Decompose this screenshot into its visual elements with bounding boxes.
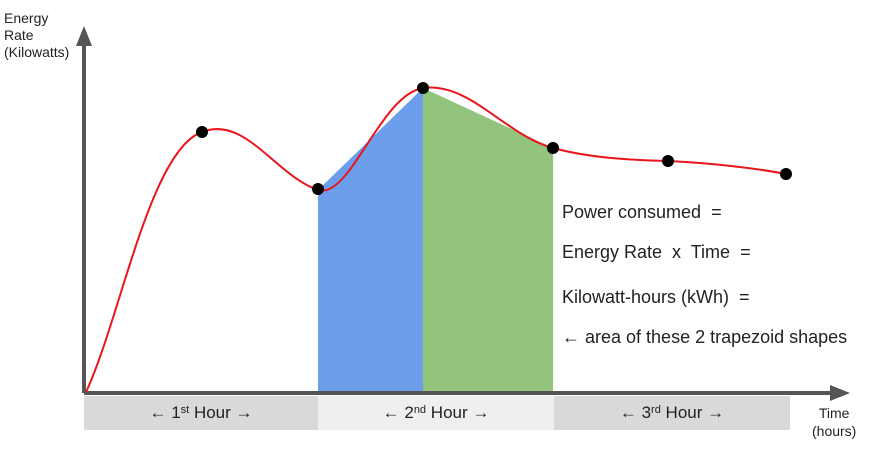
hour-band-prefix: ← 2	[382, 403, 414, 422]
hour-band-prefix: ← 1	[149, 403, 181, 422]
hour-band-ordinal: nd	[413, 404, 427, 416]
y-axis-arrow	[76, 26, 92, 46]
x-axis-label: Time (hours)	[812, 404, 856, 440]
x-axis-arrow	[830, 385, 850, 401]
hour-band-ordinal: rd	[651, 404, 661, 416]
curve-point	[312, 183, 324, 195]
y-axis-label-line: (Kilowatts)	[4, 44, 70, 60]
trapezoid-second-half	[423, 88, 553, 392]
hour-band-suffix: Hour →	[426, 403, 490, 422]
trapezoid-first-half	[318, 88, 423, 392]
hour-band-suffix: Hour →	[189, 403, 253, 422]
y-axis-label: Energy Rate (Kilowatts)	[4, 10, 69, 61]
energy-rate-curve	[85, 86, 787, 393]
curve-point	[662, 155, 674, 167]
note-trapezoid-area: ← area of these 2 trapezoid shapes	[562, 327, 848, 347]
curve-point	[196, 126, 208, 138]
curve-point	[780, 168, 792, 180]
hour-band-prefix: ← 3	[619, 403, 652, 422]
x-axis-label-line: (hours)	[812, 423, 857, 439]
note-energy-rate-time: Energy Rate x Time =	[562, 242, 751, 262]
hour-band-ordinal: st	[180, 404, 190, 416]
hour-band-suffix: Hour →	[660, 403, 725, 422]
y-axis-label-line: Rate	[4, 27, 34, 43]
note-power-consumed: Power consumed =	[562, 202, 722, 222]
curve-point	[547, 142, 559, 154]
curve-point	[417, 82, 429, 94]
x-axis-label-line: Time	[818, 405, 850, 421]
y-axis-label-line: Energy	[4, 10, 49, 26]
note-kilowatt-hours: Kilowatt-hours (kWh) =	[562, 287, 750, 307]
